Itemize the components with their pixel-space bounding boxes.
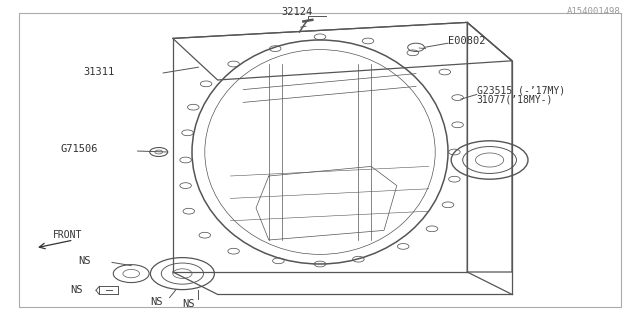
Text: G71506: G71506 [61, 144, 99, 154]
Text: G23515 (-’17MY): G23515 (-’17MY) [477, 85, 565, 96]
Text: 31311: 31311 [83, 67, 115, 77]
Text: 32124: 32124 [282, 7, 313, 17]
FancyBboxPatch shape [19, 13, 621, 307]
Text: NS: NS [150, 297, 163, 308]
Text: NS: NS [182, 299, 195, 309]
Text: FRONT: FRONT [52, 230, 82, 240]
Text: A154001498: A154001498 [567, 7, 621, 16]
Text: 31077(’18MY-): 31077(’18MY-) [477, 94, 553, 104]
Text: NS: NS [70, 284, 83, 295]
Text: E00802: E00802 [448, 36, 486, 46]
Text: NS: NS [78, 256, 91, 266]
